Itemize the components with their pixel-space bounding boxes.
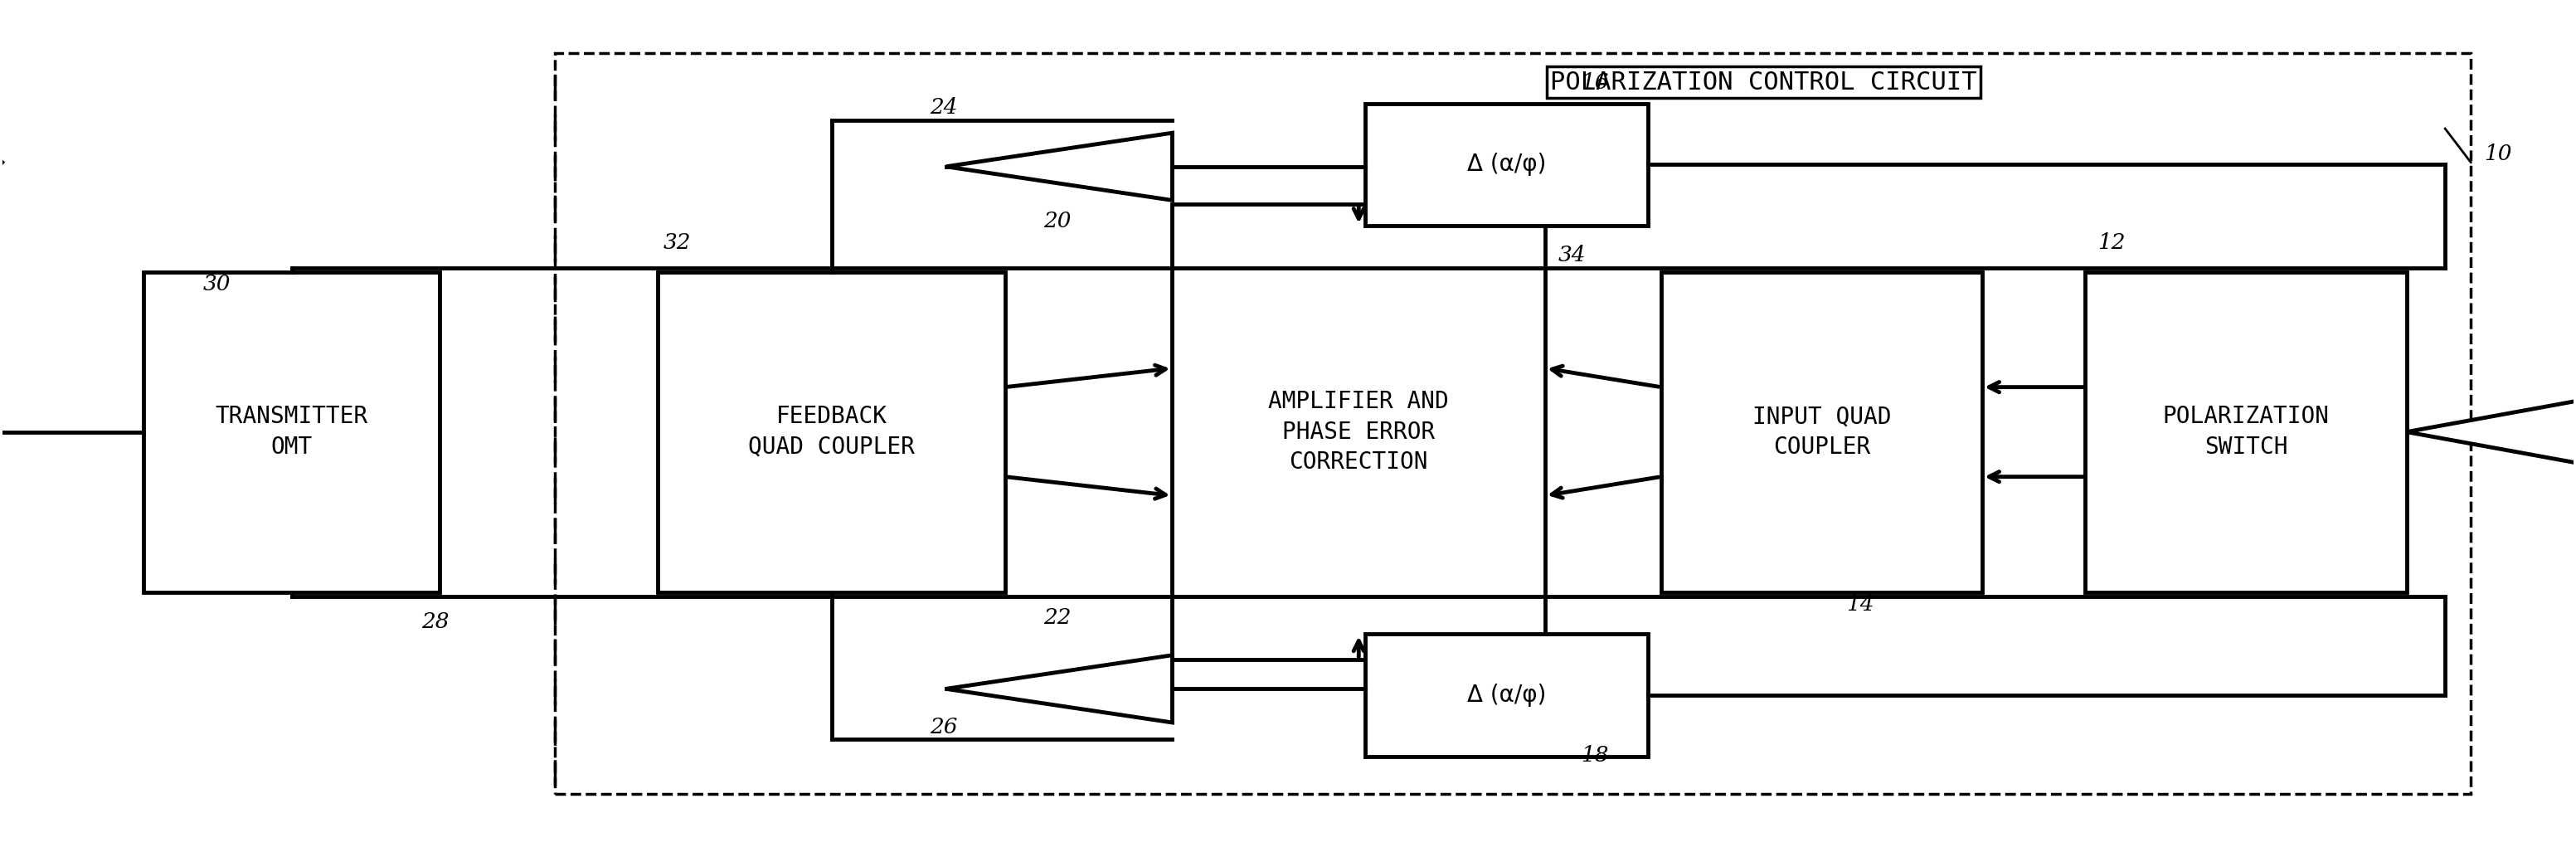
Text: 24: 24 xyxy=(930,97,958,118)
Bar xyxy=(556,53,2470,794)
Bar xyxy=(1662,272,1984,592)
Text: 34: 34 xyxy=(1558,245,1587,265)
Text: TRANSMITTER
OMT: TRANSMITTER OMT xyxy=(216,405,368,459)
Text: 16: 16 xyxy=(1582,72,1610,92)
Text: 28: 28 xyxy=(422,611,448,632)
Text: FEEDBACK
QUAD COUPLER: FEEDBACK QUAD COUPLER xyxy=(747,405,914,459)
Polygon shape xyxy=(945,133,1172,200)
Text: 26: 26 xyxy=(930,717,958,737)
Text: Δ (α/φ): Δ (α/φ) xyxy=(1466,684,1546,706)
Text: 18: 18 xyxy=(1582,745,1610,766)
Text: INPUT QUAD
COUPLER: INPUT QUAD COUPLER xyxy=(1752,405,1891,459)
Polygon shape xyxy=(2406,379,2576,484)
Text: POLARIZATION
SWITCH: POLARIZATION SWITCH xyxy=(2161,405,2329,459)
Text: 14: 14 xyxy=(1847,595,1873,615)
Text: 20: 20 xyxy=(1043,211,1072,232)
Polygon shape xyxy=(945,656,1172,722)
Bar xyxy=(144,272,440,592)
Text: 12: 12 xyxy=(2097,232,2125,252)
Text: 10: 10 xyxy=(2483,143,2512,164)
Text: 32: 32 xyxy=(662,232,690,252)
Bar xyxy=(1365,103,1649,225)
Text: 30: 30 xyxy=(204,274,232,295)
Bar xyxy=(1172,204,1546,659)
Text: 22: 22 xyxy=(1043,607,1072,628)
Bar xyxy=(1365,634,1649,756)
Text: AMPLIFIER AND
PHASE ERROR
CORRECTION: AMPLIFIER AND PHASE ERROR CORRECTION xyxy=(1267,390,1450,474)
Text: Δ (α/φ): Δ (α/φ) xyxy=(1466,152,1546,176)
Text: POLARIZATION CONTROL CIRCUIT: POLARIZATION CONTROL CIRCUIT xyxy=(1551,70,1976,94)
Bar xyxy=(657,272,1005,592)
Bar xyxy=(2084,272,2406,592)
